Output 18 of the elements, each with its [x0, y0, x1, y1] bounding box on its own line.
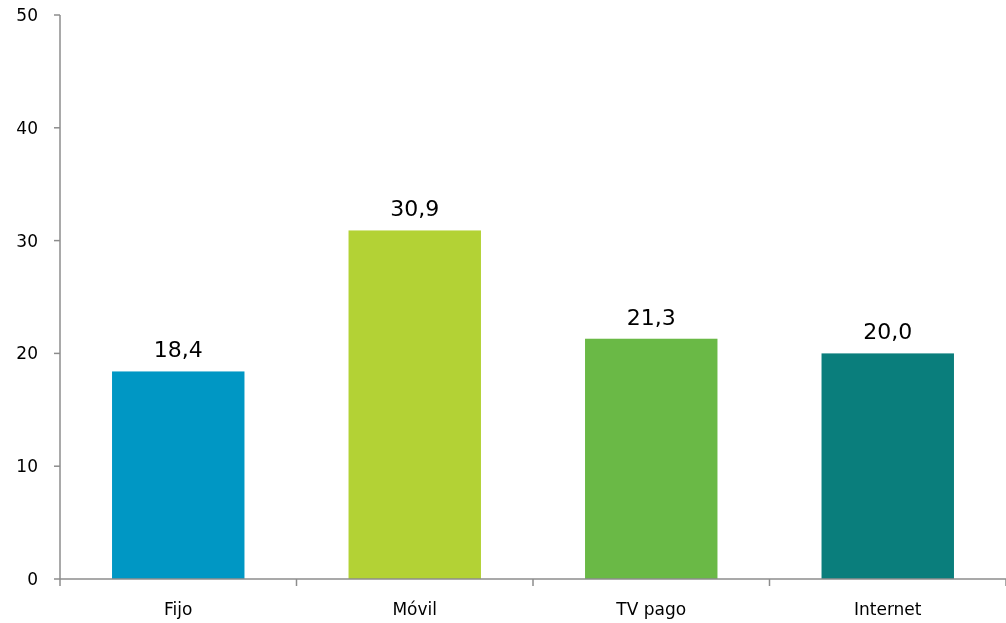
y-tick-label: 40: [16, 117, 38, 138]
x-tick-label: Fijo: [164, 599, 193, 619]
x-tick-label: Móvil: [392, 599, 438, 619]
y-tick-label: 0: [27, 568, 38, 589]
bar: [585, 338, 718, 579]
y-tick-label: 50: [16, 4, 38, 25]
bar: [821, 353, 954, 579]
x-tick-label: TV pago: [615, 599, 687, 619]
data-label: 21,3: [626, 304, 676, 330]
y-tick-label: 20: [16, 343, 38, 364]
bar: [112, 371, 245, 579]
data-label: 20,0: [863, 319, 913, 345]
bar: [348, 230, 481, 579]
data-label: 30,9: [390, 196, 440, 222]
x-tick-label: Internet: [853, 599, 922, 619]
y-tick-label: 30: [16, 230, 38, 251]
data-label: 18,4: [153, 337, 203, 363]
y-tick-label: 10: [16, 456, 38, 477]
